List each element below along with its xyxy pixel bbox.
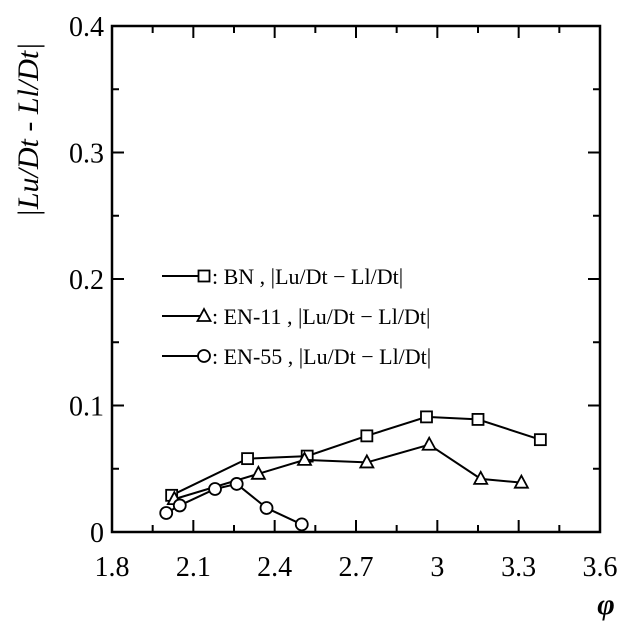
y-tick-label: 0.4 bbox=[69, 12, 104, 43]
legend-label: : BN , |Lu/Dt − Ll/Dt| bbox=[212, 264, 403, 289]
y-tick-label: 0.2 bbox=[69, 265, 104, 296]
legend-label: : EN-11 , |Lu/Dt − Ll/Dt| bbox=[212, 304, 430, 329]
legend-entry: : EN-55 , |Lu/Dt − Ll/Dt| bbox=[162, 344, 431, 369]
data-point bbox=[250, 464, 267, 480]
data-point bbox=[420, 410, 433, 424]
legend-marker bbox=[197, 349, 211, 363]
x-tick-label: 3.3 bbox=[501, 552, 536, 583]
data-point bbox=[471, 413, 485, 426]
series-layer bbox=[159, 410, 547, 532]
x-tick-label: 1.8 bbox=[95, 552, 130, 583]
y-tick-label: 0.3 bbox=[69, 139, 104, 170]
x-axis-label: φ bbox=[597, 588, 615, 621]
data-point bbox=[208, 482, 222, 496]
data-point bbox=[294, 517, 309, 532]
series-circle bbox=[159, 477, 309, 532]
data-point bbox=[296, 451, 313, 466]
y-tick-label: 0 bbox=[90, 518, 104, 549]
x-tick-label: 2.1 bbox=[176, 552, 211, 583]
data-point bbox=[360, 429, 374, 443]
legend: : BN , |Lu/Dt − Ll/Dt| : EN-11 , |Lu/Dt −… bbox=[162, 264, 431, 369]
legend-entry: : EN-11 , |Lu/Dt − Ll/Dt| bbox=[162, 304, 430, 329]
x-axis-ticks: 1.8 2.1 2.4 2.7 3 3.3 3.6 bbox=[95, 26, 618, 583]
data-point bbox=[533, 433, 547, 447]
data-point bbox=[358, 453, 375, 469]
data-point bbox=[421, 435, 438, 451]
legend-label: : EN-55 , |Lu/Dt − Ll/Dt| bbox=[212, 344, 431, 369]
y-axis-ticks: 0 0.1 0.2 0.3 0.4 bbox=[69, 12, 600, 549]
data-point bbox=[513, 473, 530, 489]
legend-entry: : BN , |Lu/Dt − Ll/Dt| bbox=[162, 264, 403, 289]
y-tick-label: 0.1 bbox=[69, 392, 104, 423]
data-point bbox=[259, 501, 274, 515]
x-tick-label: 2.7 bbox=[339, 552, 374, 583]
data-point bbox=[159, 506, 174, 520]
x-tick-label: 3 bbox=[430, 552, 444, 583]
data-point bbox=[241, 452, 254, 466]
legend-marker bbox=[197, 269, 211, 283]
data-point bbox=[172, 498, 187, 513]
x-tick-label: 3.6 bbox=[583, 552, 618, 583]
series-line bbox=[174, 443, 522, 501]
data-point bbox=[229, 477, 244, 491]
x-tick-label: 2.4 bbox=[257, 552, 292, 583]
data-point bbox=[472, 469, 489, 485]
legend-marker bbox=[195, 307, 213, 322]
series-triangle bbox=[166, 435, 530, 506]
y-axis-label: |Lu/Dt - Ll/Dt| bbox=[12, 43, 45, 218]
